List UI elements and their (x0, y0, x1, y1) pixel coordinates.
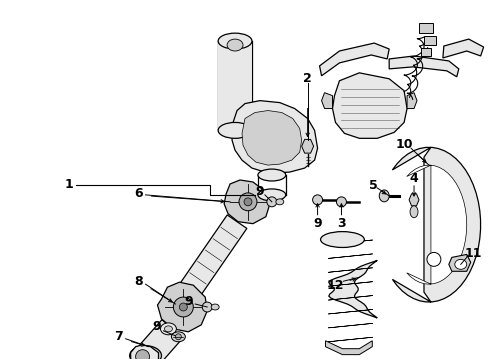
Polygon shape (301, 139, 313, 153)
Polygon shape (232, 100, 317, 173)
Polygon shape (140, 320, 183, 360)
Ellipse shape (312, 195, 322, 205)
Text: 9: 9 (255, 185, 264, 198)
Ellipse shape (336, 197, 346, 207)
Ellipse shape (454, 260, 466, 269)
Polygon shape (442, 39, 483, 58)
Polygon shape (448, 255, 470, 271)
Bar (420, 48, 430, 56)
Ellipse shape (409, 206, 417, 218)
Polygon shape (172, 215, 246, 308)
Text: 7: 7 (114, 330, 123, 343)
Ellipse shape (175, 334, 181, 340)
Ellipse shape (160, 323, 176, 335)
Polygon shape (406, 165, 466, 284)
Text: 9: 9 (313, 217, 321, 230)
Text: 2: 2 (303, 72, 311, 85)
Text: 10: 10 (394, 138, 412, 151)
Polygon shape (325, 341, 371, 355)
Polygon shape (321, 93, 332, 109)
Ellipse shape (257, 189, 285, 201)
Polygon shape (157, 282, 207, 332)
Text: 4: 4 (409, 171, 418, 185)
Ellipse shape (173, 297, 193, 317)
Polygon shape (408, 194, 418, 206)
Ellipse shape (244, 198, 251, 206)
Text: 9: 9 (183, 294, 192, 307)
Ellipse shape (218, 33, 251, 49)
Polygon shape (242, 111, 301, 165)
Ellipse shape (266, 197, 276, 207)
Polygon shape (388, 56, 458, 77)
Bar (218, 41, 251, 130)
Text: 6: 6 (134, 188, 142, 201)
Ellipse shape (171, 332, 185, 342)
Polygon shape (130, 345, 158, 360)
Text: 8: 8 (134, 275, 142, 288)
Text: 5: 5 (368, 179, 377, 193)
Ellipse shape (218, 122, 251, 138)
Ellipse shape (320, 231, 364, 247)
Ellipse shape (202, 302, 212, 312)
Text: 12: 12 (326, 279, 344, 292)
Polygon shape (391, 147, 480, 302)
Ellipse shape (275, 199, 283, 205)
Ellipse shape (211, 304, 219, 310)
Ellipse shape (129, 346, 161, 360)
Ellipse shape (226, 39, 243, 51)
Ellipse shape (426, 252, 440, 266)
Polygon shape (328, 260, 376, 318)
Polygon shape (406, 93, 416, 109)
Polygon shape (332, 73, 406, 138)
Ellipse shape (135, 350, 149, 360)
Ellipse shape (379, 190, 388, 202)
Text: 1: 1 (64, 179, 73, 192)
Text: 11: 11 (464, 247, 482, 260)
Polygon shape (224, 180, 269, 224)
Polygon shape (319, 43, 388, 76)
Text: 9: 9 (152, 320, 161, 333)
Ellipse shape (239, 193, 256, 211)
Bar (418, 23, 432, 33)
Ellipse shape (257, 169, 285, 181)
Text: 3: 3 (336, 217, 345, 230)
Bar (423, 36, 435, 45)
Ellipse shape (164, 326, 172, 332)
Ellipse shape (179, 303, 187, 311)
